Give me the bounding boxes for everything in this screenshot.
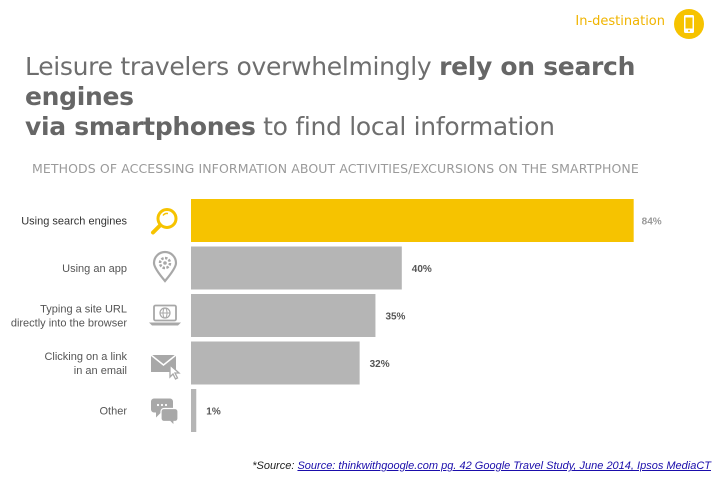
category-label: Using an app xyxy=(62,263,127,275)
bar-value-label: 32% xyxy=(370,359,390,370)
source-prefix: *Source: xyxy=(252,460,298,472)
smartphone-icon xyxy=(674,9,704,39)
bar-value-label: 84% xyxy=(642,217,662,228)
title-bold2: via smartphones xyxy=(25,112,256,141)
source-note: *Source: Source: thinkwithgoogle.com pg.… xyxy=(252,460,711,472)
bar xyxy=(191,389,197,432)
laptop-globe-icon xyxy=(149,304,181,326)
bar-value-label: 40% xyxy=(412,264,432,275)
chart-title: METHODS OF ACCESSING INFORMATION ABOUT A… xyxy=(32,161,639,176)
title-part2: to find local information xyxy=(255,112,555,141)
page-title: Leisure travelers overwhelmingly rely on… xyxy=(25,52,705,142)
chat-bubbles-icon xyxy=(151,398,179,427)
title-bold1: rely on search engines xyxy=(25,52,636,111)
category-label: Using search engines xyxy=(21,216,127,228)
email-click-icon xyxy=(150,354,181,380)
bar-value-label: 35% xyxy=(385,312,405,323)
category-label: Clicking on a link in an email xyxy=(44,351,127,377)
bar xyxy=(191,199,634,242)
magnifier-icon xyxy=(151,208,178,235)
title-part1: Leisure travelers overwhelmingly xyxy=(25,52,440,81)
category-label: Typing a site URL directly into the brows… xyxy=(11,304,127,330)
source-link[interactable]: Source: thinkwithgoogle.com pg. 42 Googl… xyxy=(297,460,711,472)
bar xyxy=(191,341,360,385)
bar xyxy=(191,294,376,337)
map-pin-gear-icon xyxy=(152,250,178,283)
category-label: Other xyxy=(99,406,127,418)
section-badge-label: In-destination xyxy=(575,14,665,29)
bar xyxy=(191,246,402,290)
bar-value-label: 1% xyxy=(206,407,221,418)
